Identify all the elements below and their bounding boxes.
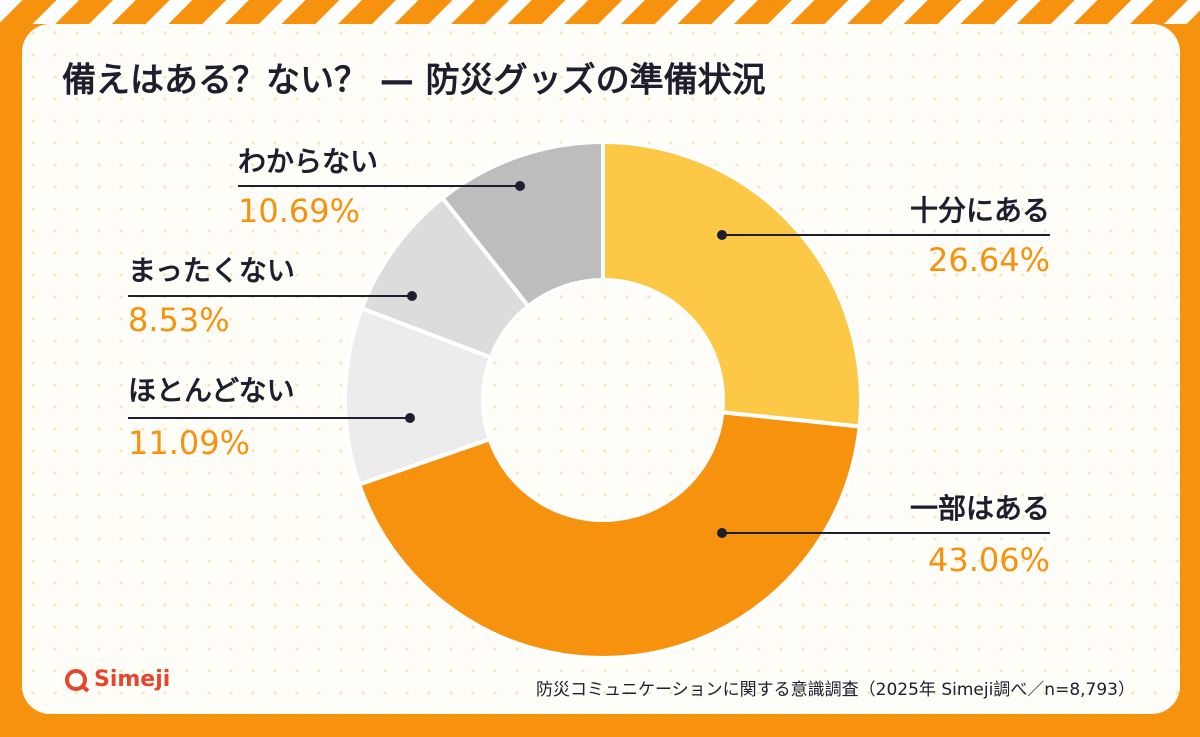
slice-label: まったくない xyxy=(128,254,295,287)
slice-value-label: 10.69% xyxy=(238,192,360,230)
chart-title: 備えはある？ない？ — 防災グッズの準備状況 xyxy=(62,61,766,101)
donut-slice xyxy=(601,139,863,429)
logo-icon xyxy=(65,669,87,691)
leader-dot xyxy=(717,528,727,538)
logo-icon-tail xyxy=(79,683,90,693)
slice-value-label: 43.06% xyxy=(928,541,1050,579)
logo: Simeji xyxy=(65,667,170,693)
slice-label: 十分にある xyxy=(910,194,1050,227)
donut-slice xyxy=(356,410,862,660)
source-note: 防災コミュニケーションに関する意識調査（2025年 Simeji調べ／n=8,7… xyxy=(536,680,1135,700)
logo-text: Simeji xyxy=(94,667,170,692)
slice-label: 一部はある xyxy=(910,492,1050,525)
slice-value-label: 8.53% xyxy=(128,301,230,339)
leader-dot xyxy=(405,413,415,423)
leader-dot xyxy=(717,230,727,240)
card xyxy=(22,24,1180,714)
slice-label: わからない xyxy=(238,145,378,178)
slice-label: ほとんどない xyxy=(128,374,295,407)
leader-dot xyxy=(515,181,525,191)
slice-value-label: 26.64% xyxy=(928,241,1050,279)
donut-slice xyxy=(439,139,605,309)
slice-value-label: 11.09% xyxy=(128,424,250,462)
stripes xyxy=(0,0,1200,24)
leader-dot xyxy=(407,291,417,301)
